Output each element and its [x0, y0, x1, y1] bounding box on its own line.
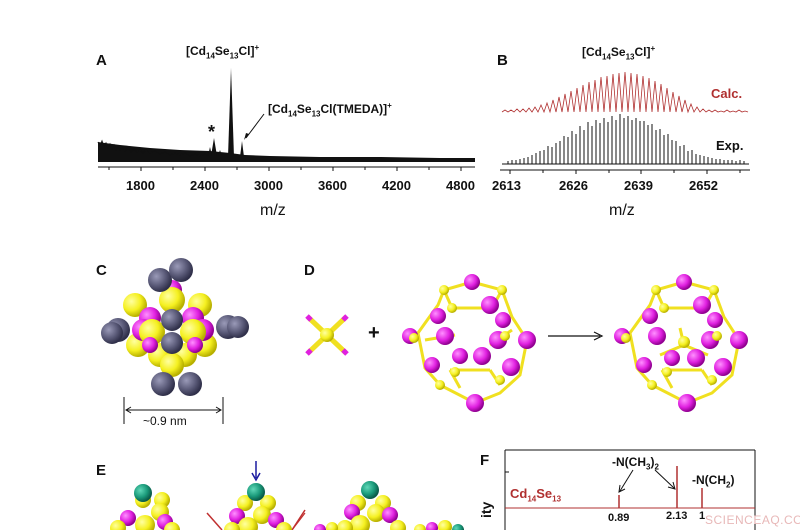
formula-part: Cd: [510, 486, 528, 501]
formula-sub: 13: [229, 51, 239, 61]
formula-part: [Cd: [582, 45, 602, 59]
panel-a-adduct-peak-label: [Cd14Se13Cl(TMEDA)]+: [268, 101, 392, 118]
cage2-atoms: [614, 274, 748, 412]
panel-a-xtick: 3600: [318, 178, 347, 193]
panel-a-xlabel: m/z: [260, 202, 286, 219]
panel-b-title: [Cd14Se13Cl]+: [582, 44, 655, 61]
panel-b-xtick: 2652: [689, 178, 718, 193]
formula-sub: 13: [552, 494, 562, 504]
formula-sub: 3: [646, 462, 651, 472]
cluster-3: [337, 481, 406, 530]
formula-part: [Cd: [268, 102, 288, 116]
panel-f-annot-nch2: -N(CH2): [692, 473, 734, 489]
panel-a-star-marker: *: [208, 122, 216, 142]
panel-f-ylabel: ity: [478, 501, 494, 518]
panel-f-peak-value: 2.13: [666, 510, 688, 522]
panel-f-peak-value: 0.89: [608, 512, 630, 524]
panel-a-xtick: 1800: [126, 178, 155, 193]
formula-part: Se: [610, 45, 626, 59]
formula-sub: 14: [602, 52, 611, 62]
panel-b-calc-label: Calc.: [711, 86, 743, 101]
panel-b-xlabel: m/z: [609, 202, 635, 219]
formula-sub: 13: [625, 52, 635, 62]
panel-f-peak-value: 1: [699, 510, 706, 522]
panel-c-scale-label: ~0.9 nm: [143, 414, 187, 428]
panel-b-exp-label: Exp.: [716, 138, 744, 153]
panel-a-xtick: 3000: [254, 178, 283, 193]
panel-d-plus-sign: +: [368, 322, 380, 344]
formula-part: Se: [536, 486, 553, 501]
panel-f-annot-nch3: -N(CH3)2: [612, 455, 659, 471]
formula-part: ): [730, 473, 735, 487]
cluster-1: [110, 484, 180, 530]
formula-part: Se: [214, 44, 230, 58]
panel-a-main-peak-label: [Cd14Se13Cl]+: [186, 43, 259, 60]
panel-b-label: B: [497, 52, 508, 69]
formula-sup: +: [254, 43, 260, 52]
panel-b-xtick: 2639: [624, 178, 653, 193]
formula-sub: 14: [527, 494, 537, 504]
formula-sub: 2: [654, 462, 659, 472]
formula-part: -N(CH: [612, 455, 646, 469]
formula-sub: 14: [288, 109, 297, 119]
panel-b-xtick: 2626: [559, 178, 588, 193]
panel-a-xtick: 4200: [382, 178, 411, 193]
formula-part: [Cd: [186, 44, 206, 58]
panel-c-label: C: [96, 262, 107, 279]
formula-part: -N(CH: [692, 473, 726, 487]
formula-part: Se: [296, 102, 312, 116]
panel-a-label: A: [96, 52, 107, 69]
panel-a-xtick: 4800: [446, 178, 475, 193]
formula-part: Cl]: [238, 44, 255, 58]
panel-d-label: D: [304, 262, 315, 279]
panel-b-xtick: 2613: [492, 178, 521, 193]
panel-e-label: E: [96, 462, 107, 479]
watermark: SCIENCEAQ.COM: [705, 513, 800, 527]
formula-sub: 2: [726, 480, 731, 490]
formula-part: Cl]: [634, 45, 651, 59]
formula-part: Cl(TMEDA)]: [320, 102, 388, 116]
panel-f-series-label: Cd14Se13: [510, 486, 561, 504]
cage1-atoms: [402, 274, 536, 412]
formula-sup: +: [650, 44, 656, 53]
formula-sub: 13: [311, 109, 321, 119]
panel-f-label: F: [480, 452, 490, 469]
formula-sup: +: [387, 101, 392, 110]
cluster-2: [224, 483, 292, 530]
formula-sub: 14: [206, 51, 215, 61]
panel-a-xtick: 2400: [190, 178, 219, 193]
se-tetrahedral-unit: [305, 314, 349, 356]
formula-part: ): [650, 455, 655, 469]
